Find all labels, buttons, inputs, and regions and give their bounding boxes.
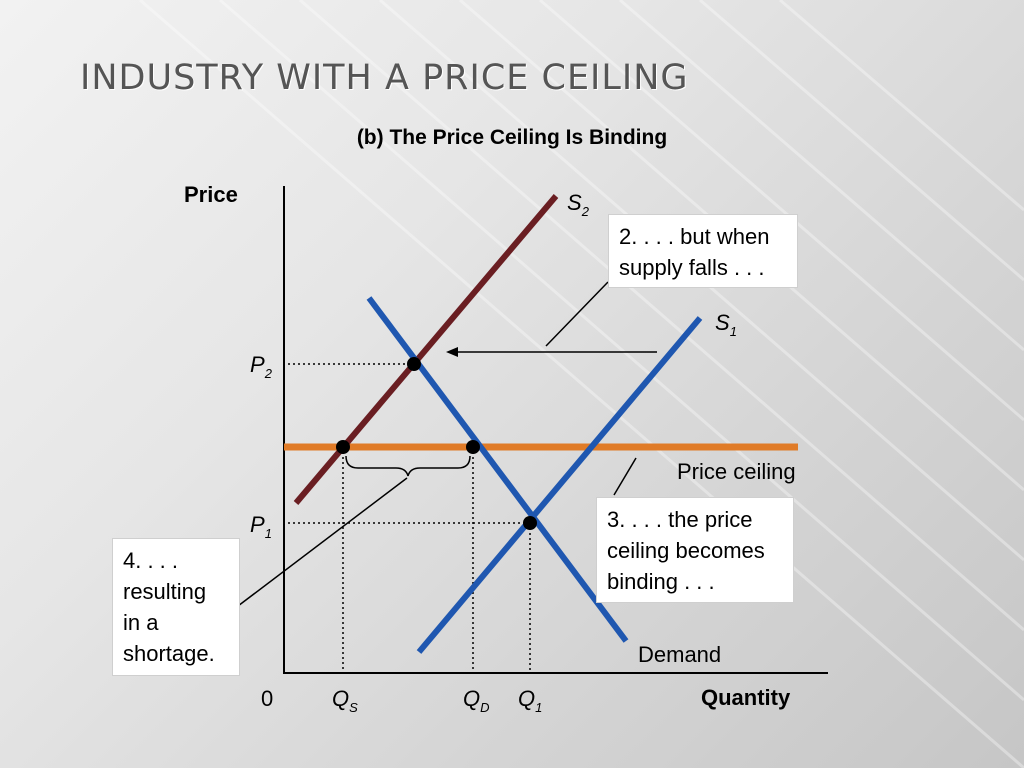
s1-demand-equilibrium-point <box>523 516 537 530</box>
ceiling-demand-intersection-point <box>466 440 480 454</box>
callout-2-line-2: supply falls . . . <box>619 255 765 280</box>
callout-ceiling-binding: 3. . . . the price ceiling becomes bindi… <box>596 497 794 603</box>
callout-supply-falls: 2. . . . but when supply falls . . . <box>608 214 798 288</box>
shortage-brace <box>345 455 471 477</box>
q1-label: Q1 <box>518 686 542 715</box>
s2-demand-equilibrium-point <box>407 357 421 371</box>
callout-4-line-3: in a <box>123 610 159 635</box>
diagram-subtitle: (b) The Price Ceiling Is Binding <box>356 126 668 149</box>
callout-2-pointer <box>545 281 609 347</box>
callout-3-line-1: 3. . . . the price <box>607 507 753 532</box>
callout-4-line-4: shortage. <box>123 641 215 666</box>
p1-label: P1 <box>250 512 272 541</box>
s1-curve-label: S1 <box>715 310 737 339</box>
callout-3-pointer <box>613 457 637 496</box>
ceiling-s2-intersection-point <box>336 440 350 454</box>
demand-curve <box>366 296 629 643</box>
callout-4-pointer <box>237 477 408 607</box>
y-axis-label: Price <box>184 182 238 207</box>
demand-curve-label: Demand <box>638 642 721 667</box>
origin-label: 0 <box>261 686 273 711</box>
supply-shift-arrowhead <box>446 347 458 357</box>
p2-label: P2 <box>250 352 273 381</box>
callout-3-line-2: ceiling becomes <box>607 538 765 563</box>
price-ceiling-label: Price ceiling <box>677 459 796 484</box>
slide-title: INDUSTRY WITH A PRICE CEILING <box>80 58 689 98</box>
callout-4-line-1: 4. . . . <box>123 548 179 573</box>
x-axis-label: Quantity <box>701 685 791 710</box>
callout-shortage: 4. . . . resulting in a shortage. <box>112 538 240 676</box>
callout-4-line-2: resulting <box>123 579 207 604</box>
qs-label: QS <box>332 686 358 715</box>
qd-label: QD <box>463 686 490 715</box>
callout-3-line-3: binding . . . <box>607 569 715 594</box>
supply-curve-s2 <box>293 194 559 505</box>
s2-curve-label: S2 <box>567 190 590 219</box>
callout-2-line-1: 2. . . . but when <box>619 224 770 249</box>
supply-curve-s1 <box>416 316 703 654</box>
